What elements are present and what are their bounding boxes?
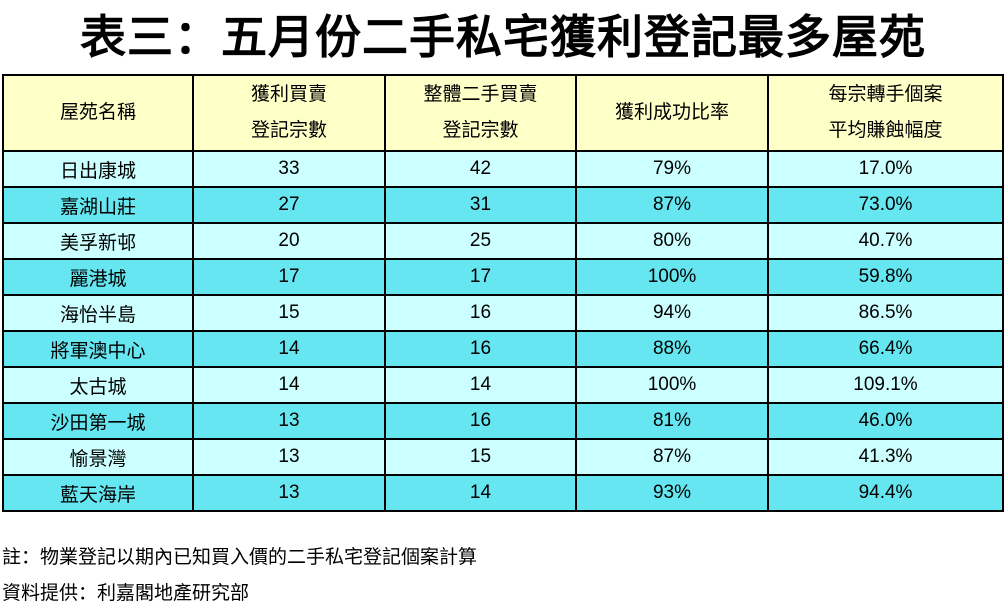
cell-estate: 將軍澳中心 [2,330,194,368]
cell-total-count: 15 [384,438,577,476]
cell-average-change: 86.5% [767,294,1004,332]
cell-profit-ratio: 93% [575,474,769,512]
table-row: 嘉湖山莊 27 31 87% 73.0% [2,186,1004,224]
cell-estate: 沙田第一城 [2,402,194,440]
cell-profit-ratio: 80% [575,222,769,260]
cell-profit-count: 15 [192,294,386,332]
cell-estate: 太古城 [2,366,194,404]
cell-profit-count: 17 [192,258,386,296]
column-header-average-change: 每宗轉手個案 平均賺蝕幅度 [767,74,1004,152]
table-row: 將軍澳中心 14 16 88% 66.4% [2,330,1004,368]
cell-total-count: 16 [384,294,577,332]
table-row: 愉景灣 13 15 87% 41.3% [2,438,1004,476]
footnote: 註：物業登記以期內已知買入價的二手私宅登記個案計算 [2,546,478,568]
cell-total-count: 25 [384,222,577,260]
cell-profit-ratio: 87% [575,186,769,224]
cell-profit-count: 27 [192,186,386,224]
cell-profit-count: 13 [192,402,386,440]
cell-profit-ratio: 81% [575,402,769,440]
cell-total-count: 31 [384,186,577,224]
table-body: 日出康城 33 42 79% 17.0% 嘉湖山莊 27 31 87% 73.0% 美孚新邨 20 25… [2,150,1004,512]
column-header-estate: 屋苑名稱 [2,74,194,152]
cell-profit-ratio: 87% [575,438,769,476]
data-table: 屋苑名稱 獲利買賣 登記宗數 整體二手買賣 登記宗數 獲利成功比率 每宗轉手個案 平均… [2,74,1004,512]
cell-total-count: 16 [384,402,577,440]
table-row: 海怡半島 15 16 94% 86.5% [2,294,1004,332]
cell-average-change: 59.8% [767,258,1004,296]
cell-average-change: 73.0% [767,186,1004,224]
column-header-total-count: 整體二手買賣 登記宗數 [384,74,577,152]
table-row: 麗港城 17 17 100% 59.8% [2,258,1004,296]
cell-profit-count: 13 [192,438,386,476]
cell-estate: 嘉湖山莊 [2,186,194,224]
table-row: 美孚新邨 20 25 80% 40.7% [2,222,1004,260]
table-row: 藍天海岸 13 14 93% 94.4% [2,474,1004,512]
cell-profit-ratio: 100% [575,258,769,296]
column-header-profit-count: 獲利買賣 登記宗數 [192,74,386,152]
cell-profit-count: 13 [192,474,386,512]
cell-total-count: 14 [384,474,577,512]
cell-estate: 藍天海岸 [2,474,194,512]
cell-profit-ratio: 94% [575,294,769,332]
cell-total-count: 14 [384,366,577,404]
cell-profit-count: 14 [192,366,386,404]
cell-estate: 美孚新邨 [2,222,194,260]
column-header-profit-ratio: 獲利成功比率 [575,74,769,152]
table-row: 太古城 14 14 100% 109.1% [2,366,1004,404]
cell-profit-count: 20 [192,222,386,260]
cell-average-change: 40.7% [767,222,1004,260]
cell-profit-count: 33 [192,150,386,188]
cell-estate: 愉景灣 [2,438,194,476]
source-credit: 資料提供：利嘉閣地產研究部 [2,582,250,604]
cell-profit-ratio: 100% [575,366,769,404]
cell-profit-count: 14 [192,330,386,368]
cell-total-count: 16 [384,330,577,368]
cell-average-change: 41.3% [767,438,1004,476]
cell-average-change: 66.4% [767,330,1004,368]
table-header-row: 屋苑名稱 獲利買賣 登記宗數 整體二手買賣 登記宗數 獲利成功比率 每宗轉手個案 平均… [2,74,1004,152]
table-row: 沙田第一城 13 16 81% 46.0% [2,402,1004,440]
cell-profit-ratio: 79% [575,150,769,188]
cell-average-change: 17.0% [767,150,1004,188]
cell-total-count: 17 [384,258,577,296]
cell-average-change: 94.4% [767,474,1004,512]
cell-average-change: 109.1% [767,366,1004,404]
cell-total-count: 42 [384,150,577,188]
cell-estate: 海怡半島 [2,294,194,332]
table-row: 日出康城 33 42 79% 17.0% [2,150,1004,188]
cell-estate: 日出康城 [2,150,194,188]
cell-average-change: 46.0% [767,402,1004,440]
page-title: 表三：五月份二手私宅獲利登記最多屋苑 [80,10,926,64]
cell-profit-ratio: 88% [575,330,769,368]
cell-estate: 麗港城 [2,258,194,296]
